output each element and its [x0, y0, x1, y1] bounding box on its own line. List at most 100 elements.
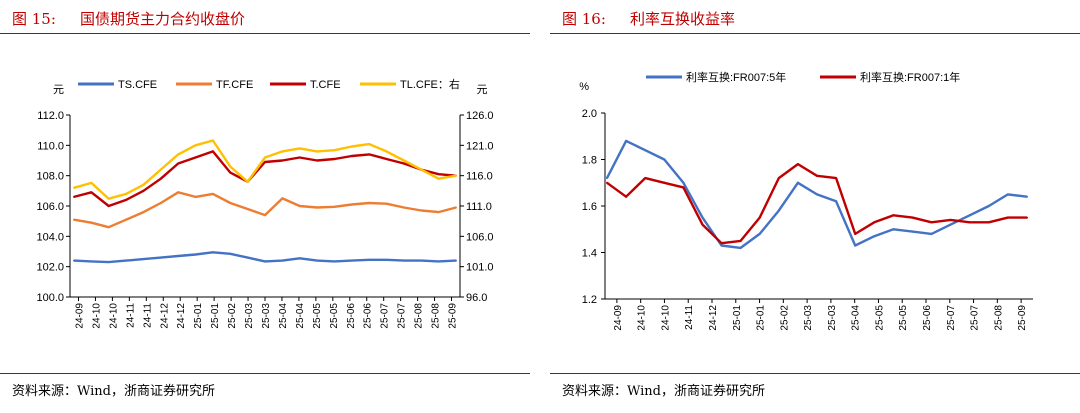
data-point-tf-cfe — [246, 208, 249, 211]
data-point-irs-1y — [777, 177, 780, 180]
data-point-tl-cfe — [402, 159, 405, 162]
panel-treasury-futures: 图 15: 国债期货主力合约收盘价 100.0 102.0 104.0 106.0 108… — [0, 0, 530, 413]
data-point-ts-cfe — [73, 259, 75, 262]
x-tick-label: 25-01 — [210, 303, 221, 329]
data-point-tf-cfe — [159, 201, 162, 204]
figure-number: 图 15: — [12, 10, 56, 28]
data-point-irs-5y — [739, 246, 742, 249]
data-point-tf-cfe — [73, 218, 75, 221]
data-point-tf-cfe — [316, 206, 319, 209]
y-axis-unit: % — [579, 81, 589, 93]
data-point-tl-cfe — [194, 144, 197, 147]
data-point-irs-5y — [682, 181, 685, 184]
x-tick-label: 25-01 — [756, 305, 767, 331]
x-tick-label: 25-05 — [874, 305, 885, 331]
data-point-tl-cfe — [73, 186, 75, 189]
legend-label: TL.CFE：右 — [400, 77, 460, 91]
data-point-ts-cfe — [194, 253, 197, 256]
data-point-irs-1y — [739, 239, 742, 242]
data-point-ts-cfe — [298, 257, 301, 260]
title-rule — [0, 33, 530, 34]
data-point-t-cfe — [142, 189, 145, 192]
legend-label: 利率互换:FR007:1年 — [860, 70, 960, 84]
data-point-ts-cfe — [246, 256, 249, 259]
data-point-tf-cfe — [385, 202, 388, 205]
y-tick-label: 1.6 — [582, 201, 597, 213]
data-point-irs-5y — [625, 139, 628, 142]
data-point-irs-5y — [987, 205, 990, 207]
data-point-tf-cfe — [90, 221, 93, 224]
data-point-irs-5y — [701, 216, 704, 219]
data-point-irs-5y — [606, 177, 608, 180]
data-point-ts-cfe — [90, 260, 93, 263]
data-point-ts-cfe — [316, 259, 319, 262]
data-point-irs-1y — [949, 218, 952, 221]
data-point-irs-5y — [854, 244, 857, 247]
data-point-irs-1y — [892, 214, 895, 217]
x-tick-label: 24-11 — [684, 305, 695, 330]
title-rule — [550, 33, 1080, 34]
right-tick-label: 111.0 — [466, 201, 492, 213]
x-tick-label: 25-07 — [380, 303, 391, 329]
panel-irs-yield: 图 16: 利率互换收益率 1.2 1.4 1.6 1.8 2.0% 24-09 24-10 2… — [550, 0, 1080, 413]
x-tick-label: 25-09 — [1017, 305, 1028, 331]
x-tick-label: 24-12 — [176, 303, 187, 329]
x-tick-label: 25-01 — [732, 305, 743, 331]
data-point-irs-5y — [968, 214, 971, 217]
data-point-tl-cfe — [437, 177, 440, 180]
legend-label: TF.CFE — [216, 79, 253, 91]
data-point-irs-5y — [758, 232, 761, 235]
data-point-irs-1y — [835, 177, 838, 180]
data-point-irs-1y — [968, 221, 971, 224]
data-point-t-cfe — [350, 154, 353, 157]
figure-number: 图 16: — [562, 10, 606, 28]
data-point-tl-cfe — [90, 181, 93, 184]
data-point-tl-cfe — [142, 183, 145, 186]
data-point-tf-cfe — [194, 195, 197, 198]
x-tick-label: 25-01 — [193, 303, 204, 329]
data-point-tf-cfe — [125, 218, 128, 221]
figure-title-16: 图 16: 利率互换收益率 — [562, 8, 735, 29]
data-point-irs-1y — [758, 216, 761, 219]
series-line-t-cfe — [73, 150, 457, 208]
data-point-irs-5y — [816, 193, 818, 196]
data-point-tf-cfe — [177, 191, 180, 194]
data-point-ts-cfe — [402, 259, 405, 262]
x-tick-label: 25-05 — [898, 305, 909, 331]
figure-caption: 国债期货主力合约收盘价 — [80, 10, 246, 28]
source-note: 资料来源：Wind，浙商证券研究所 — [562, 384, 765, 399]
x-tick-label: 25-03 — [261, 303, 272, 329]
data-point-tf-cfe — [368, 201, 371, 204]
data-point-irs-5y — [796, 181, 799, 184]
data-point-tf-cfe — [420, 209, 423, 212]
data-point-t-cfe — [177, 162, 180, 165]
x-tick-label: 25-04 — [295, 303, 306, 329]
data-point-tl-cfe — [350, 145, 353, 148]
data-point-ts-cfe — [281, 259, 284, 262]
data-point-t-cfe — [194, 156, 197, 159]
data-point-irs-1y — [644, 177, 647, 180]
data-point-tl-cfe — [455, 174, 457, 177]
data-point-ts-cfe — [177, 255, 180, 258]
data-point-ts-cfe — [455, 259, 457, 262]
left-axis-unit: 元 — [53, 84, 64, 96]
right-tick-label: 101.0 — [466, 262, 494, 274]
data-point-irs-1y — [816, 174, 818, 177]
data-point-t-cfe — [211, 150, 214, 153]
x-tick-label: 25-04 — [278, 303, 289, 329]
data-point-ts-cfe — [211, 251, 214, 254]
irs-yield-chart: 1.2 1.4 1.6 1.8 2.0% 24-09 24-10 24-10 24-11 24-1… — [579, 70, 1033, 331]
data-point-tf-cfe — [402, 206, 405, 209]
data-point-t-cfe — [333, 157, 336, 160]
data-point-tl-cfe — [420, 168, 423, 171]
x-tick-label: 25-02 — [779, 305, 790, 331]
left-tick-label: 110.0 — [37, 140, 64, 152]
x-tick-label: 25-02 — [227, 303, 238, 329]
x-tick-label: 25-07 — [946, 305, 957, 331]
legend-label: 利率互换:FR007:5年 — [686, 70, 786, 84]
data-point-irs-1y — [701, 223, 704, 226]
data-point-irs-1y — [873, 221, 876, 224]
data-point-irs-1y — [911, 216, 914, 219]
y-tick-label: 1.4 — [582, 248, 597, 260]
x-tick-label: 24-09 — [74, 303, 85, 329]
